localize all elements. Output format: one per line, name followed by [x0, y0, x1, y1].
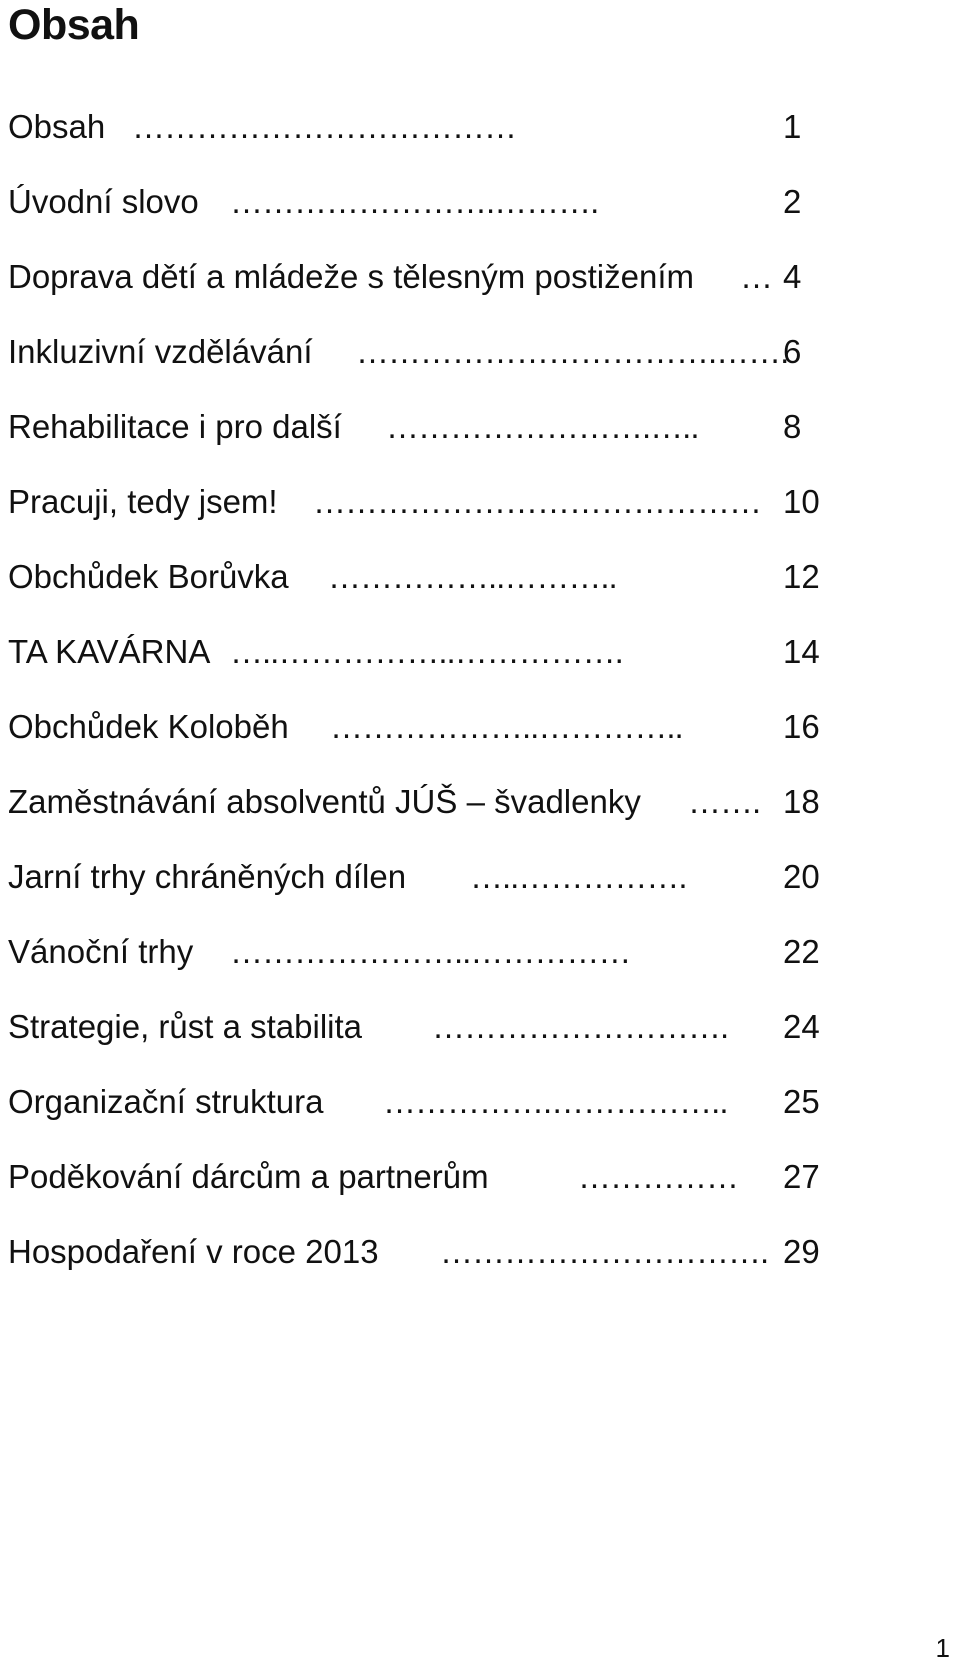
toc-entry-title: Organizační struktura	[8, 1083, 324, 1120]
toc-entry-title: Poděkování dárcům a partnerům	[8, 1158, 489, 1195]
toc-entry-title: Zaměstnávání absolventů JÚŠ – švadlenky	[8, 783, 641, 820]
toc-entry-page: 24	[783, 1008, 820, 1045]
toc-entry-page: 18	[783, 783, 820, 820]
toc-entry-title: Obchůdek Koloběh	[8, 708, 289, 745]
toc-entry: Organizační struktura …………….…………….. 25	[8, 1077, 878, 1152]
toc-entry-title: Obchůdek Borůvka	[8, 558, 289, 595]
toc-entry: Obchůdek Koloběh ………………..………….. 16	[8, 702, 878, 777]
toc-entry: Inkluzivní vzdělávání …………………………….……. 6	[8, 327, 878, 402]
toc-entry-page: 22	[783, 933, 820, 970]
toc-entry: Rehabilitace i pro další …………………….….. 8	[8, 402, 878, 477]
toc-entry-leader: ……………………………………	[313, 483, 762, 520]
toc-entry-title: Vánoční trhy	[8, 933, 194, 970]
toc-entry-leader: …..…………….	[470, 858, 688, 895]
toc-entry: Obsah ……………………………… 1	[8, 102, 878, 177]
toc-entry-leader: ……………..………..	[328, 558, 618, 595]
toc-entry-page: 12	[783, 558, 820, 595]
toc-entry-page: 2	[783, 183, 802, 220]
toc-entry-page: 14	[783, 633, 820, 670]
toc-entry: TA KAVÁRNA …..……………..……………. 14	[8, 627, 878, 702]
toc-entry-title: Strategie, růst a stabilita	[8, 1008, 363, 1045]
toc-entry-title: Úvodní slovo	[8, 183, 199, 220]
toc-entry-leader: ……………	[578, 1158, 739, 1195]
toc-entry-page: 10	[783, 483, 820, 520]
toc-entry-leader: …………………………….…….	[356, 333, 789, 370]
toc-entry-leader: ………………………………	[132, 108, 517, 145]
toc-entry-leader: ………………..…………..	[330, 708, 684, 745]
table-of-contents: Obsah ……………………………… 1 Úvodní slovo …………………	[8, 102, 878, 1302]
toc-entry: Úvodní slovo …………………….………. 2	[8, 177, 878, 252]
toc-entry-page: 29	[783, 1233, 820, 1270]
toc-entry: Hospodaření v roce 2013 …………………………. 29	[8, 1227, 878, 1302]
page-number: 1	[935, 1633, 950, 1663]
toc-entry: Obchůdek Borůvka ……………..……….. 12	[8, 552, 878, 627]
toc-entry: Strategie, růst a stabilita ………………………. 2…	[8, 1002, 878, 1077]
toc-entry-leader: ……………………….	[432, 1008, 729, 1045]
toc-entry-leader: …….	[688, 783, 761, 820]
toc-entry-page: 27	[783, 1158, 820, 1195]
toc-entry-page: 1	[783, 108, 802, 145]
toc-entry-page: 6	[783, 333, 802, 370]
toc-entry-leader: …………….……………..	[383, 1083, 729, 1120]
toc-entry-page: 16	[783, 708, 820, 745]
toc-entry-title: Obsah	[8, 108, 106, 145]
toc-entry-page: 25	[783, 1083, 820, 1120]
toc-entry-leader: …	[740, 258, 773, 295]
toc-entry-page: 20	[783, 858, 820, 895]
toc-entry-title: Pracuji, tedy jsem!	[8, 483, 278, 520]
toc-entry: Pracuji, tedy jsem! …………………………………… 10	[8, 477, 878, 552]
toc-entry: Vánoční trhy …………………..…………… 22	[8, 927, 878, 1002]
toc-entry-title: Inkluzivní vzdělávání	[8, 333, 313, 370]
toc-entry: Doprava dětí a mládeže s tělesným postiž…	[8, 252, 878, 327]
toc-entry-leader: …………………….……….	[230, 183, 599, 220]
toc-entry-title: Rehabilitace i pro další	[8, 408, 342, 445]
toc-entry: Poděkování dárcům a partnerům …………… 27	[8, 1152, 878, 1227]
page-title: Obsah	[8, 1, 140, 49]
toc-entry-leader: …..……………..…………….	[230, 633, 624, 670]
toc-entry-page: 8	[783, 408, 802, 445]
toc-entry-leader: ………………………….	[440, 1233, 769, 1270]
toc-entry: Jarní trhy chráněných dílen …..……………. 20	[8, 852, 878, 927]
toc-entry-title: Jarní trhy chráněných dílen	[8, 858, 407, 895]
toc-entry-title: Hospodaření v roce 2013	[8, 1233, 379, 1270]
toc-entry-leader: …………………….…..	[386, 408, 700, 445]
toc-entry: Zaměstnávání absolventů JÚŠ – švadlenky …	[8, 777, 878, 852]
toc-entry-page: 4	[783, 258, 802, 295]
toc-entry-title: Doprava dětí a mládeže s tělesným postiž…	[8, 258, 694, 295]
toc-entry-title: TA KAVÁRNA	[8, 633, 211, 670]
toc-entry-leader: …………………..……………	[230, 933, 631, 970]
